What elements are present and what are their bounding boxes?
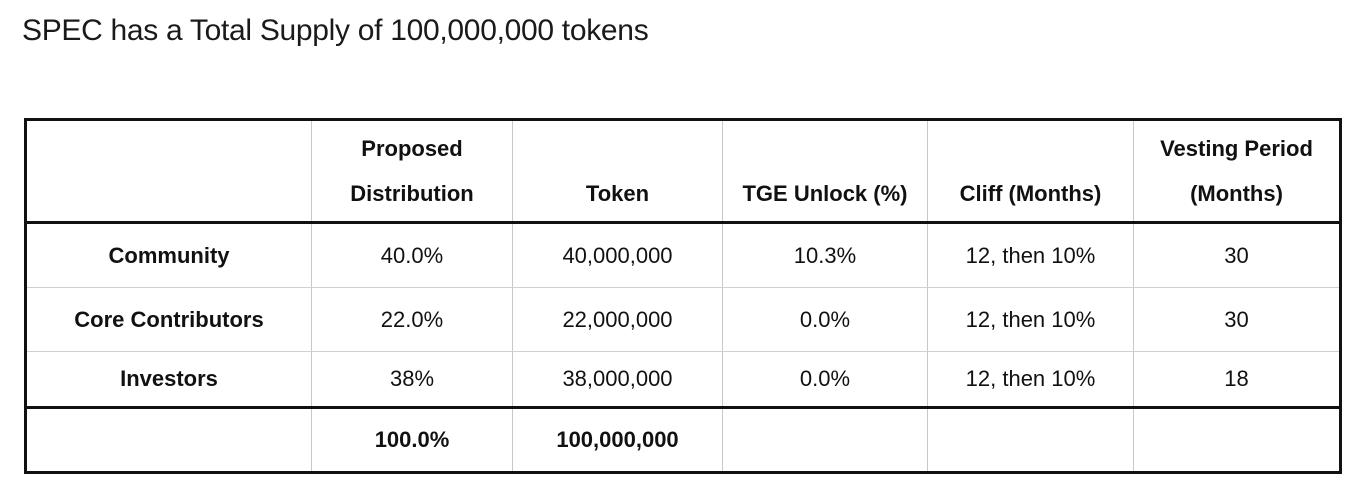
cell-distribution: 40.0% (311, 222, 513, 288)
total-vesting (1133, 406, 1341, 473)
header-row: Proposed Distribution Token TGE Unlock (… (25, 119, 1341, 224)
header-cell-proposed-distribution: Proposed Distribution (311, 119, 513, 224)
table-row-community: Community 40.0% 40,000,000 10.3% 12, the… (25, 222, 1341, 288)
header-cell-cliff: Cliff (Months) (927, 119, 1134, 224)
header-line: Token (585, 181, 650, 206)
header-line: Vesting Period (1160, 136, 1313, 161)
cell-token: 38,000,000 (512, 351, 723, 408)
header-line: (Months) (1190, 181, 1283, 206)
header-cell-label (25, 119, 312, 224)
cell-cliff: 12, then 10% (927, 351, 1134, 408)
total-label (25, 406, 312, 473)
cell-vesting: 30 (1133, 287, 1341, 352)
cell-vesting: 30 (1133, 222, 1341, 288)
cell-tge-unlock: 0.0% (722, 351, 928, 408)
cell-cliff: 12, then 10% (927, 222, 1134, 288)
cell-vesting: 18 (1133, 351, 1341, 408)
cell-tge-unlock: 10.3% (722, 222, 928, 288)
header-line: Distribution (350, 181, 474, 206)
cell-distribution: 38% (311, 351, 513, 408)
cell-token: 40,000,000 (512, 222, 723, 288)
cell-token: 22,000,000 (512, 287, 723, 352)
table-row-core-contributors: Core Contributors 22.0% 22,000,000 0.0% … (25, 287, 1341, 352)
total-tge-unlock (722, 406, 928, 473)
header-cell-token: Token (512, 119, 723, 224)
cell-distribution: 22.0% (311, 287, 513, 352)
row-label: Community (25, 222, 312, 288)
table-row-total: 100.0% 100,000,000 (25, 406, 1341, 473)
cell-cliff: 12, then 10% (927, 287, 1134, 352)
header-line: Cliff (Months) (959, 181, 1102, 206)
header-cell-tge-unlock: TGE Unlock (%) (722, 119, 928, 224)
cell-tge-unlock: 0.0% (722, 287, 928, 352)
page-title: SPEC has a Total Supply of 100,000,000 t… (22, 14, 649, 47)
header-cell-vesting-period: Vesting Period (Months) (1133, 119, 1341, 224)
total-distribution: 100.0% (311, 406, 513, 473)
header-line: Proposed (361, 136, 463, 161)
total-token: 100,000,000 (512, 406, 723, 473)
total-cliff (927, 406, 1134, 473)
table-row-investors: Investors 38% 38,000,000 0.0% 12, then 1… (25, 351, 1341, 408)
token-distribution-table: Proposed Distribution Token TGE Unlock (… (24, 118, 1342, 474)
header-line: TGE Unlock (%) (742, 181, 908, 206)
row-label: Core Contributors (25, 287, 312, 352)
row-label: Investors (25, 351, 312, 408)
